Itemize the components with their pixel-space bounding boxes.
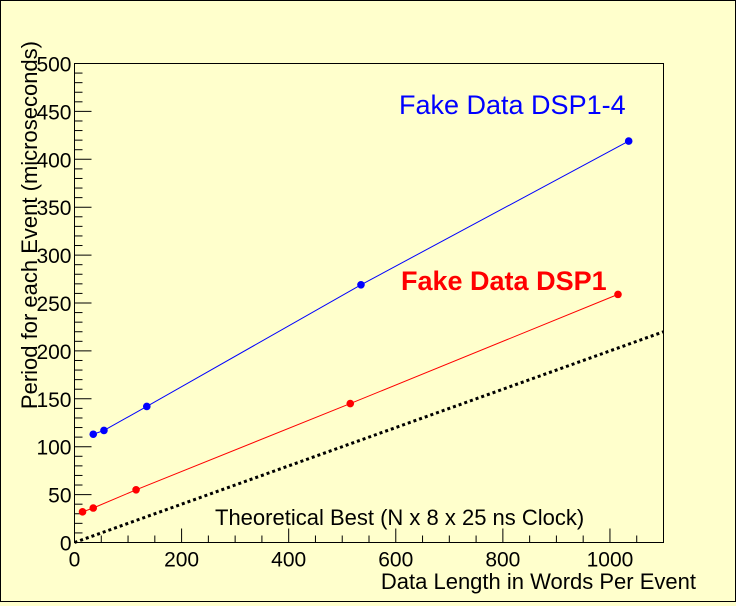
data-point — [100, 426, 108, 435]
y-tick-label: 250 — [36, 293, 71, 316]
x-tick-label: 800 — [485, 549, 520, 572]
y-tick-label: 450 — [36, 101, 71, 124]
label-theoretical-best: Theoretical Best (N x 8 x 25 ns Clock) — [215, 505, 584, 530]
plot-frame — [74, 63, 664, 543]
x-tick-label: 200 — [164, 549, 199, 572]
data-point — [89, 430, 98, 439]
label-fake-data-dsp1-4: Fake Data DSP1-4 — [399, 90, 626, 120]
series-line-2 — [73, 330, 665, 544]
y-tick-label: 0 — [60, 533, 72, 556]
data-point — [614, 290, 622, 299]
y-tick-label: 200 — [36, 341, 71, 364]
y-axis-title: Period for each Event (microseconds) — [17, 41, 42, 409]
x-axis-title: Data Length in Words Per Event — [381, 569, 696, 594]
data-point — [89, 504, 98, 512]
x-tick-label: 1000 — [587, 549, 634, 572]
y-tick-label: 350 — [36, 197, 71, 220]
x-tick-label: 400 — [271, 549, 306, 572]
x-axis: 0 200 400 600 800 1000 — [69, 528, 664, 572]
y-tick-label: 150 — [36, 389, 71, 412]
data-point — [78, 508, 87, 516]
data-point — [357, 280, 365, 289]
data-point — [142, 402, 151, 411]
y-tick-label: 50 — [48, 485, 71, 508]
x-tick-label: 600 — [378, 549, 413, 572]
data-point — [624, 137, 633, 145]
y-tick-label: 500 — [36, 54, 71, 77]
data-point — [346, 399, 355, 408]
y-tick-label: 100 — [36, 437, 71, 460]
y-tick-label: 400 — [36, 149, 71, 172]
data-point — [132, 486, 140, 494]
series-layer — [73, 137, 665, 544]
label-fake-data-dsp1: Fake Data DSP1 — [401, 266, 607, 296]
y-tick-label: 300 — [36, 245, 71, 268]
y-axis: 0 50 100 150 200 250 300 350 400 450 500 — [36, 54, 92, 556]
x-tick-label: 0 — [69, 549, 81, 572]
